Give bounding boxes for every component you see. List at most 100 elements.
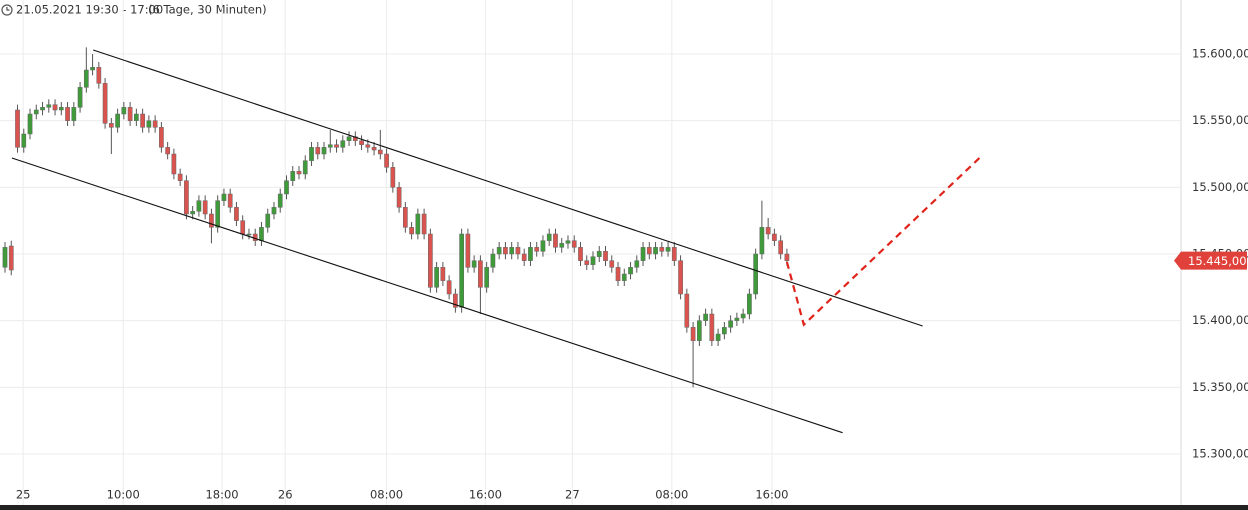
- clock-icon: [1, 4, 13, 16]
- candle-body: [634, 260, 640, 268]
- x-tick-label: 25: [16, 488, 31, 502]
- candle-body: [546, 233, 552, 241]
- candle-body: [108, 123, 114, 128]
- candle-body: [665, 247, 671, 252]
- candle-body: [234, 207, 239, 221]
- candle-body: [177, 173, 183, 181]
- candle-body: [396, 187, 402, 208]
- candle-body: [653, 247, 658, 255]
- candle-body: [590, 256, 596, 265]
- candle-body: [265, 213, 271, 228]
- candle-body: [646, 247, 652, 255]
- x-tick-label: 10:00: [107, 488, 140, 502]
- candle-body: [340, 140, 346, 148]
- candle-body: [559, 243, 565, 248]
- candle-body: [202, 200, 208, 215]
- candle-body: [565, 240, 571, 244]
- plot: [2, 47, 982, 434]
- header-span: (6 Tage, 30 Minuten): [148, 3, 267, 17]
- candle-body: [528, 247, 533, 261]
- candle-body: [759, 227, 765, 255]
- candle-body: [115, 113, 120, 128]
- candle-body: [58, 107, 64, 111]
- candle-body: [8, 245, 14, 271]
- y-tick-label: 15.550,00: [1192, 113, 1248, 127]
- channel-line: [11, 157, 843, 434]
- candle-body: [440, 267, 446, 281]
- candle-body: [127, 107, 133, 121]
- candle-body: [21, 133, 27, 148]
- candle-body: [277, 193, 283, 208]
- x-tick-label: 16:00: [469, 488, 502, 502]
- candle-body: [553, 233, 558, 248]
- candle-body: [740, 313, 746, 319]
- candle-body: [421, 213, 427, 235]
- candle-body: [327, 144, 333, 148]
- candle-body: [259, 227, 264, 241]
- candle-body: [402, 207, 408, 228]
- candle-body: [484, 267, 490, 288]
- candle-body: [140, 113, 145, 128]
- candle-body: [334, 144, 339, 148]
- candle-body: [765, 227, 771, 235]
- candle-body: [65, 107, 70, 121]
- candle-body: [715, 333, 721, 341]
- candle-body: [384, 153, 389, 168]
- candle-body: [96, 67, 102, 84]
- candle-body: [571, 240, 577, 248]
- candle-body: [27, 113, 33, 135]
- candle-body: [190, 211, 196, 215]
- candle-body: [309, 147, 314, 161]
- candle-body: [728, 320, 733, 328]
- candle-body: [284, 180, 289, 195]
- candle-body: [196, 200, 202, 212]
- candle-body: [315, 147, 321, 155]
- candle-body: [446, 280, 452, 295]
- x-tick-label: 26: [278, 488, 293, 502]
- candle-body: [221, 193, 227, 201]
- candle-body: [503, 247, 508, 255]
- candle-body: [453, 293, 458, 308]
- y-tick-label: 15.600,00: [1192, 47, 1248, 61]
- candle-body: [703, 313, 708, 321]
- candle-body: [678, 260, 683, 295]
- candle-body: [509, 247, 515, 255]
- candle-body: [596, 251, 602, 257]
- candle-body: [784, 253, 790, 261]
- candle-body: [515, 247, 521, 255]
- candle-body: [709, 313, 715, 341]
- x-tick-label: 08:00: [655, 488, 688, 502]
- candle-body: [684, 293, 690, 328]
- candle-body: [747, 293, 752, 315]
- candle-body: [621, 273, 627, 281]
- y-tick-label: 15.350,00: [1192, 380, 1248, 394]
- candle-body: [71, 107, 77, 121]
- candle-body: [290, 171, 296, 181]
- candle-body: [615, 267, 621, 281]
- candle-body: [134, 113, 139, 121]
- candle-body: [772, 233, 777, 241]
- candle-body: [722, 327, 727, 335]
- candle-body: [152, 120, 158, 128]
- candle-body: [534, 247, 540, 252]
- candle-body: [2, 247, 8, 268]
- candle-body: [296, 171, 302, 175]
- candle-body: [371, 147, 377, 151]
- candle-body: [640, 247, 646, 261]
- candle-body: [321, 147, 327, 155]
- candle-body: [184, 180, 189, 215]
- candle-body: [365, 144, 371, 148]
- price-tag-label: 15.445,00: [1188, 254, 1247, 268]
- candle-body: [478, 260, 483, 288]
- candle-body: [346, 136, 352, 141]
- candle-body: [671, 247, 677, 261]
- labels: 15.300,0015.350,0015.400,0015.450,0015.5…: [16, 47, 1248, 502]
- candle-body: [696, 320, 702, 341]
- candle-body: [90, 67, 95, 71]
- candle-body: [33, 109, 39, 115]
- candle-body: [490, 253, 496, 268]
- candle-body: [377, 149, 383, 155]
- candle-body: [690, 327, 696, 341]
- candle-body: [628, 267, 633, 275]
